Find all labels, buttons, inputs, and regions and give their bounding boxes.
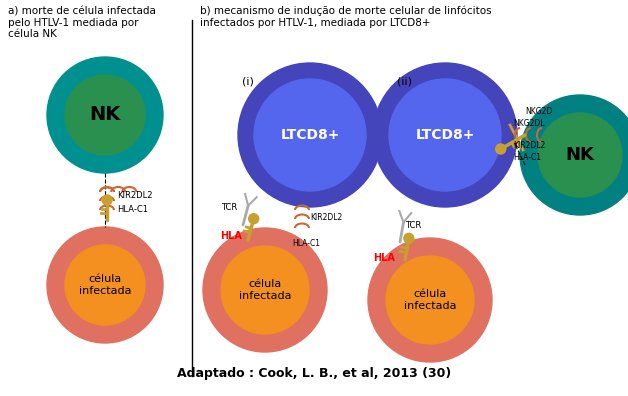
Circle shape xyxy=(254,79,366,191)
Text: HLA-C1: HLA-C1 xyxy=(292,240,320,249)
Text: NKG2D: NKG2D xyxy=(525,107,552,116)
Text: célula
infectada: célula infectada xyxy=(78,274,131,296)
Text: célula
infectada: célula infectada xyxy=(404,289,457,311)
Circle shape xyxy=(404,233,414,243)
Text: célula
infectada: célula infectada xyxy=(239,279,291,301)
Circle shape xyxy=(221,246,309,334)
Text: b) mecanismo de indução de morte celular de linfócitos
infectados por HTLV-1, me: b) mecanismo de indução de morte celular… xyxy=(200,6,492,28)
Text: NKG2DL: NKG2DL xyxy=(513,118,544,128)
Text: TCR: TCR xyxy=(221,204,237,213)
Circle shape xyxy=(389,79,501,191)
Text: LTCD8+: LTCD8+ xyxy=(280,128,340,142)
Text: KIR2DL2: KIR2DL2 xyxy=(117,192,153,200)
Text: HLA-C1: HLA-C1 xyxy=(117,206,148,215)
Circle shape xyxy=(47,227,163,343)
Text: a) morte de célula infectada
pelo HTLV-1 mediada por
célula NK: a) morte de célula infectada pelo HTLV-1… xyxy=(8,6,156,39)
Text: Adaptado : Cook, L. B., et al, 2013 (30): Adaptado : Cook, L. B., et al, 2013 (30) xyxy=(177,367,451,381)
Circle shape xyxy=(249,214,259,224)
Circle shape xyxy=(102,195,112,205)
Text: (i): (i) xyxy=(242,77,254,87)
Circle shape xyxy=(238,63,382,207)
Circle shape xyxy=(203,228,327,352)
Text: KIR2DL2: KIR2DL2 xyxy=(310,213,342,223)
Text: HLA: HLA xyxy=(373,253,395,263)
Circle shape xyxy=(373,63,517,207)
Circle shape xyxy=(368,238,492,362)
Text: (ii): (ii) xyxy=(398,77,413,87)
Text: HLA: HLA xyxy=(220,231,242,241)
Circle shape xyxy=(65,75,145,155)
Circle shape xyxy=(538,113,622,197)
Circle shape xyxy=(386,256,474,344)
Text: LTCD8+: LTCD8+ xyxy=(415,128,475,142)
Circle shape xyxy=(65,245,145,325)
Circle shape xyxy=(520,95,628,215)
Text: KIR2DL2: KIR2DL2 xyxy=(513,141,545,150)
Circle shape xyxy=(47,57,163,173)
Circle shape xyxy=(495,144,506,154)
Text: TCR: TCR xyxy=(405,221,421,230)
Text: NK: NK xyxy=(89,105,121,124)
Text: HLA-C1: HLA-C1 xyxy=(513,152,541,162)
Text: NK: NK xyxy=(566,146,595,164)
